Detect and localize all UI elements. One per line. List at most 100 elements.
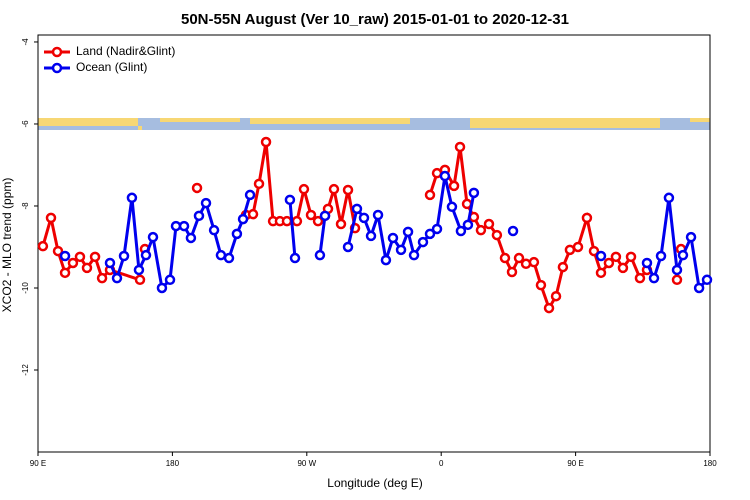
data-point xyxy=(603,257,615,269)
data-point xyxy=(550,290,562,302)
x-tick-label: 90 E xyxy=(30,459,46,468)
x-tick-label: 90 E xyxy=(567,459,583,468)
data-point xyxy=(557,261,569,273)
x-tick-label: 180 xyxy=(703,459,717,468)
data-point xyxy=(328,183,340,195)
data-point xyxy=(543,302,555,314)
data-point xyxy=(178,220,190,232)
data-point xyxy=(408,249,420,261)
data-point xyxy=(133,264,145,276)
data-point xyxy=(701,274,713,286)
data-point xyxy=(335,218,347,230)
legend-marker xyxy=(51,46,63,58)
data-point xyxy=(462,219,474,231)
data-point xyxy=(506,266,518,278)
data-point xyxy=(595,267,607,279)
data-point xyxy=(170,220,182,232)
data-point xyxy=(417,236,429,248)
data-point xyxy=(491,229,503,241)
y-tick-label: -10 xyxy=(21,282,30,294)
data-point xyxy=(358,212,370,224)
data-point xyxy=(244,189,256,201)
data-point xyxy=(454,141,466,153)
data-point xyxy=(81,262,93,274)
data-point xyxy=(342,184,354,196)
data-point xyxy=(588,245,600,257)
data-point xyxy=(208,224,220,236)
data-point xyxy=(118,250,130,262)
data-point xyxy=(291,215,303,227)
data-point xyxy=(191,182,203,194)
data-point xyxy=(439,170,451,182)
data-point xyxy=(535,279,547,291)
data-point xyxy=(431,223,443,235)
data-point xyxy=(59,250,71,262)
data-point xyxy=(284,194,296,206)
data-point xyxy=(448,180,460,192)
data-point xyxy=(247,208,259,220)
data-point xyxy=(74,251,86,263)
data-point xyxy=(298,183,310,195)
data-point xyxy=(634,272,646,284)
plot-frame xyxy=(37,34,711,453)
data-point xyxy=(513,252,525,264)
data-point xyxy=(342,241,354,253)
data-point xyxy=(147,231,159,243)
data-point xyxy=(312,215,324,227)
x-tick-label: 180 xyxy=(166,459,180,468)
data-point xyxy=(140,249,152,261)
data-point xyxy=(126,192,138,204)
data-point xyxy=(677,249,689,261)
data-point xyxy=(193,210,205,222)
data-point xyxy=(424,228,436,240)
data-point xyxy=(156,282,168,294)
data-point xyxy=(483,218,495,230)
data-point xyxy=(164,274,176,286)
data-point xyxy=(372,209,384,221)
data-point xyxy=(671,274,683,286)
data-point xyxy=(564,244,576,256)
data-point xyxy=(685,231,697,243)
data-point xyxy=(468,187,480,199)
data-point xyxy=(581,212,593,224)
x-tick-label: 0 xyxy=(439,459,444,468)
data-point xyxy=(281,215,293,227)
data-point xyxy=(89,251,101,263)
x-tick-label: 90 W xyxy=(297,459,316,468)
data-point xyxy=(499,252,511,264)
data-point xyxy=(671,264,683,276)
data-point xyxy=(617,262,629,274)
data-point xyxy=(253,178,265,190)
data-point xyxy=(387,232,399,244)
data-point xyxy=(52,245,64,257)
y-tick-label: -4 xyxy=(21,38,30,46)
x-axis-label: Longitude (deg E) xyxy=(327,476,422,490)
data-point xyxy=(663,192,675,204)
data-point xyxy=(648,272,660,284)
data-point xyxy=(595,250,607,262)
data-point xyxy=(572,241,584,253)
data-point xyxy=(446,201,458,213)
data-point xyxy=(655,250,667,262)
y-tick-label: -8 xyxy=(21,202,30,210)
data-point xyxy=(111,272,123,284)
data-point xyxy=(641,257,653,269)
data-point xyxy=(289,252,301,264)
data-point xyxy=(104,257,116,269)
data-point xyxy=(693,282,705,294)
data-point xyxy=(215,249,227,261)
data-point xyxy=(402,226,414,238)
data-point xyxy=(380,254,392,266)
data-point xyxy=(59,267,71,279)
legend-label: Land (Nadir&Glint) xyxy=(76,44,175,58)
data-point xyxy=(200,197,212,209)
data-point xyxy=(231,228,243,240)
data-point xyxy=(507,225,519,237)
data-point xyxy=(96,272,108,284)
data-point xyxy=(237,213,249,225)
y-tick-label: -6 xyxy=(21,120,30,128)
land-mask-strip xyxy=(38,118,710,130)
data-point xyxy=(223,252,235,264)
